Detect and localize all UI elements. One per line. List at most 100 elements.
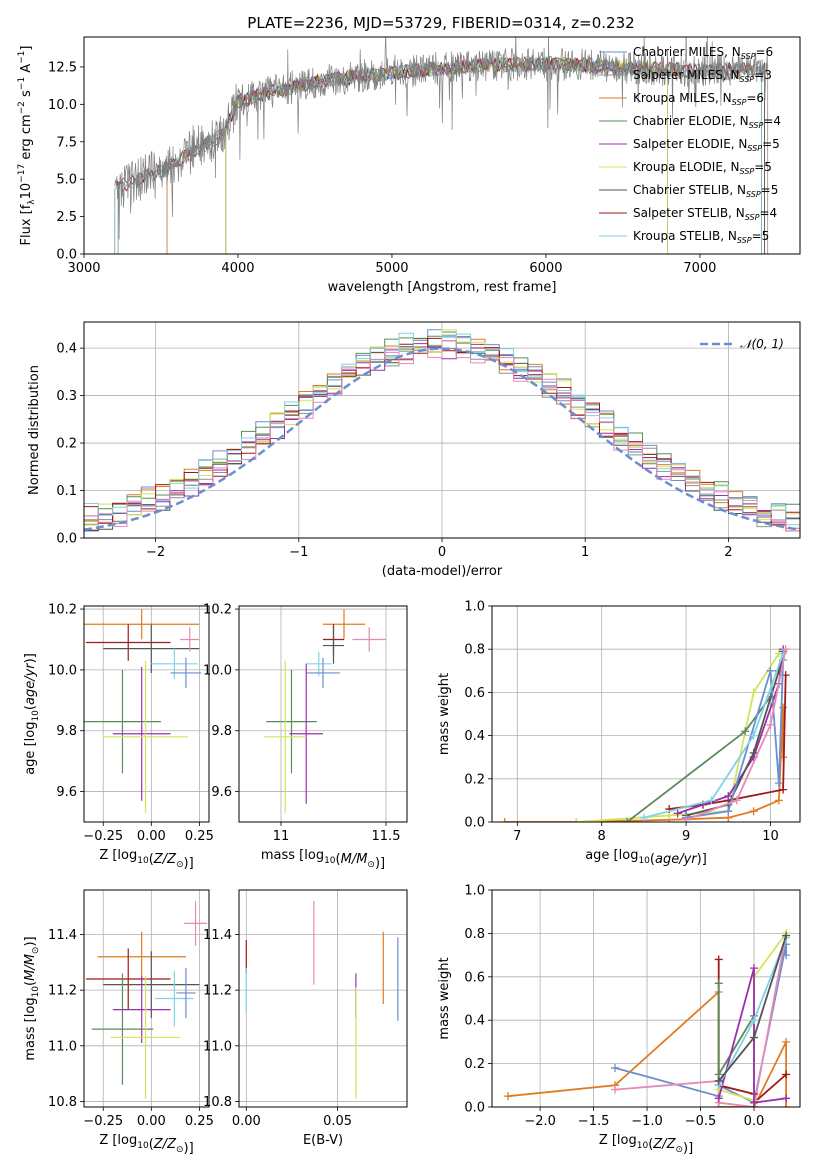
- y-tick-label: 0.0: [464, 1101, 485, 1116]
- series-point: [782, 931, 791, 940]
- x-tick-label: 1: [581, 545, 589, 560]
- plot-area: [264, 609, 386, 813]
- x-tick-label: −1.5: [578, 1114, 610, 1129]
- errorbar-chabrier-elodie: [266, 669, 317, 774]
- errorbar-kroupa-miles: [97, 931, 186, 982]
- y-axis-label: Normed distribution: [27, 365, 42, 495]
- errorbar-pink: [184, 901, 208, 946]
- errorbar-salpeter-elodie: [112, 976, 171, 1044]
- series-kroupa-stelib: [639, 649, 788, 822]
- series-point: [782, 1094, 791, 1103]
- x-tick-label: 7: [513, 829, 521, 844]
- y-tick-label: 11.0: [203, 1039, 232, 1054]
- y-tick-label: 9.6: [56, 785, 77, 800]
- series-line: [643, 653, 784, 819]
- grid: [239, 606, 407, 822]
- y-axis-label: Flux [fλ10−17 erg cm−2 s−1 A−1]: [17, 46, 37, 246]
- axes-frame: [238, 605, 408, 823]
- errorbar-salpeter-elodie: [289, 663, 323, 804]
- y-tick-label: 0.2: [464, 772, 485, 787]
- errorbar-kroupa-stelib: [306, 651, 332, 676]
- x-axis-label: E(B-V): [303, 1133, 343, 1148]
- series-point: [749, 748, 758, 757]
- panels: 3000 4000 5000 6000 70000.02.55.07.510.012.5…: [17, 36, 801, 1156]
- series-line: [685, 649, 787, 821]
- series-point: [714, 1076, 723, 1085]
- y-tick-label: 11.4: [203, 928, 232, 943]
- x-tick-label: 5000: [375, 261, 408, 276]
- x-tick-label: −1.0: [631, 1114, 663, 1129]
- series-point: [673, 809, 682, 818]
- errorbar-pink: [352, 627, 386, 652]
- x-tick-label: 3000: [67, 261, 100, 276]
- panel-mass-EBV: 0.00 0.05 10.8 11.0 11.2 11.4 E(B-V): [203, 889, 408, 1148]
- series-point: [610, 1085, 619, 1094]
- y-tick-label: 0.4: [464, 729, 485, 744]
- legend-label: Kroupa STELIB, NSSP=5: [633, 229, 769, 245]
- errorbar-chabrier-miles: [176, 967, 196, 1018]
- series-point: [766, 666, 775, 675]
- errorbar-kroupa-stelib: [155, 970, 194, 1027]
- y-tick-label: 0.6: [464, 970, 485, 985]
- observed-spectrum: [114, 37, 769, 240]
- series-point: [707, 796, 716, 805]
- errorbar-chabrier-miles: [170, 657, 202, 689]
- panel-age-mass: 11 11.5 9.6 9.8 10.0 10.2 mass [log10(M/M⊙)]: [203, 603, 408, 871]
- grid: [492, 605, 800, 823]
- plot-area: [504, 929, 791, 1107]
- y-tick-label: 9.8: [56, 724, 77, 739]
- series-point: [750, 1098, 759, 1107]
- y-tick-label: 1.0: [464, 884, 485, 899]
- series-point: [714, 955, 723, 964]
- series-point: [682, 815, 691, 822]
- errorbar-kroupa-miles: [323, 609, 365, 640]
- series-point: [732, 796, 741, 805]
- plot-area: [84, 329, 800, 532]
- axes-frame: [491, 889, 801, 1108]
- x-tick-label: 0.25: [185, 1114, 214, 1129]
- series-point: [749, 688, 758, 697]
- axes-frame: [83, 889, 210, 1108]
- panel-massweight-age: 7 8 9 10 0.0 0.2 0.4 0.6 0.8 1.0 age [log10(age/yr…: [437, 600, 801, 867]
- panel-spectrum: 3000 4000 5000 6000 7000 0.0 2.5 5.0 7.5 10.0 12.5…: [17, 36, 801, 295]
- series-point: [623, 818, 632, 822]
- gaussian-curve: [84, 347, 800, 531]
- errorbar-salpeter-stelib: [85, 948, 171, 1010]
- plot-area: [84, 609, 202, 813]
- series-chabrier-stelib: [714, 931, 791, 1085]
- y-tick-label: 9.8: [211, 724, 232, 739]
- x-axis-label: (data-model)/error: [382, 564, 503, 579]
- series-point: [782, 1070, 791, 1079]
- series-point: [724, 792, 733, 801]
- plot-area: [245, 901, 399, 1099]
- x-axis-label: Z [log10(Z/Z⊙)]: [599, 1133, 693, 1156]
- series-point: [750, 1033, 759, 1042]
- series-point: [779, 649, 788, 658]
- errorbar-chabrier-elodie: [91, 973, 154, 1085]
- series-point: [572, 818, 581, 822]
- series-point: [749, 731, 758, 740]
- errorbar-kroupa-elodie: [264, 660, 307, 813]
- errorbar-kroupa-stelib: [151, 648, 198, 680]
- x-tick-label: −2.0: [524, 1114, 556, 1129]
- errorbar-salpeter-elodie: [112, 666, 171, 801]
- plot-area: [500, 645, 790, 822]
- panel-age-Z: −0.25 0.00 0.25 9.6 9.8 10.0 10.2 Z [log10(Z/Z⊙…: [23, 603, 214, 871]
- legend-label: Salpeter MILES, NSSP=3: [633, 68, 772, 84]
- y-tick-label: 0.1: [56, 484, 77, 499]
- x-tick-label: 0.05: [323, 1114, 352, 1129]
- y-tick-label: 5.0: [56, 173, 77, 188]
- y-tick-label: 10.2: [203, 603, 232, 618]
- errorbar-chabrier-stelib: [323, 627, 344, 664]
- x-tick-label: −0.25: [83, 829, 123, 844]
- series-point: [779, 785, 788, 794]
- series-point: [714, 1094, 723, 1103]
- y-tick-label: 0.6: [464, 686, 485, 701]
- errorbar-kroupa-elodie: [110, 976, 181, 1099]
- panel-mass-Z: −0.25 0.00 0.25 10.8 11.0 11.2 11.4 Z [log10(Z/…: [23, 889, 214, 1156]
- errorbar-kroupa-elodie: [103, 660, 188, 813]
- series-point: [749, 807, 758, 816]
- y-tick-label: 0.4: [464, 1014, 485, 1029]
- y-axis-label: age [log10(age/yr)]: [23, 653, 41, 775]
- series-point: [500, 818, 509, 822]
